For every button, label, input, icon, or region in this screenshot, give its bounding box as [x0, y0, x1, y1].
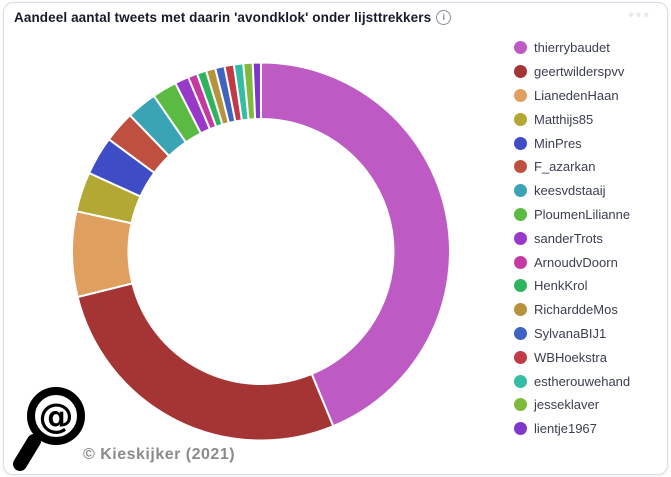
magnifier-handle: [13, 434, 41, 471]
legend-swatch: [514, 350, 527, 364]
legend-label: lientje1967: [534, 421, 597, 437]
legend-item-thierrybaudet[interactable]: thierrybaudet: [514, 36, 664, 60]
source-credit: © Kieskijker (2021): [83, 446, 236, 463]
legend-item-HenkKrol[interactable]: HenkKrol: [514, 274, 664, 298]
legend-label: jesseklaver: [534, 397, 600, 413]
legend-swatch: [514, 231, 527, 245]
legend-item-keesvdstaaij[interactable]: keesvdstaaij: [514, 179, 664, 203]
legend-item-PloumenLilianne[interactable]: PloumenLilianne: [514, 203, 664, 227]
legend-item-LianedenHaan[interactable]: LianedenHaan: [514, 84, 664, 108]
legend-label: sanderTrots: [534, 230, 603, 246]
legend-item-sanderTrots[interactable]: sanderTrots: [514, 226, 664, 250]
at-symbol-icon: @: [39, 397, 74, 437]
legend-item-geertwilderspvv[interactable]: geertwilderspvv: [514, 60, 664, 84]
legend-item-RicharddeMos[interactable]: RicharddeMos: [514, 298, 664, 322]
legend-label: SylvanaBIJ1: [534, 325, 607, 341]
legend-item-Matthijs85[interactable]: Matthijs85: [514, 107, 664, 131]
legend-label: WBHoekstra: [534, 349, 607, 365]
legend-swatch: [514, 398, 527, 412]
chart-card: Aandeel aantal tweets met daarin 'avondk…: [3, 2, 668, 475]
magnifier-ring: [27, 387, 85, 445]
legend-label: keesvdstaaij: [534, 183, 606, 199]
donut-slice-geertwilderspvv[interactable]: [76, 282, 335, 442]
legend-label: ArnoudvDoorn: [534, 254, 618, 270]
legend-swatch: [514, 184, 527, 198]
legend-label: thierrybaudet: [534, 40, 610, 56]
legend-item-ArnoudvDoorn[interactable]: ArnoudvDoorn: [514, 250, 664, 274]
legend-item-jesseklaver[interactable]: jesseklaver: [514, 393, 664, 417]
legend: thierrybaudet geertwilderspvv LianedenHaan…: [514, 36, 664, 441]
legend-label: RicharddeMos: [534, 302, 618, 318]
legend-label: MinPres: [534, 135, 582, 151]
donut-slice-LianedenHaan[interactable]: [71, 209, 134, 299]
legend-swatch: [514, 160, 527, 174]
legend-swatch: [514, 88, 527, 102]
donut-slice-lientje1967[interactable]: [251, 61, 262, 121]
legend-item-estherouwehand[interactable]: estherouwehand: [514, 369, 664, 393]
legend-label: F_azarkan: [534, 159, 596, 175]
chart-title: Aandeel aantal tweets met daarin 'avondk…: [14, 10, 432, 25]
donut-slice-thierrybaudet[interactable]: [260, 61, 451, 428]
donut-chart: [71, 61, 451, 442]
legend-swatch: [514, 41, 527, 55]
legend-item-F_azarkan[interactable]: F_azarkan: [514, 155, 664, 179]
info-icon[interactable]: i: [436, 10, 452, 25]
legend-swatch: [514, 422, 527, 436]
legend-swatch: [514, 65, 527, 79]
legend-item-SylvanaBIJ1[interactable]: SylvanaBIJ1: [514, 322, 664, 346]
chart-header: Aandeel aantal tweets met daarin 'avondk…: [14, 10, 452, 25]
legend-label: HenkKrol: [534, 278, 588, 294]
menu-ellipsis-icon[interactable]: •••: [628, 7, 651, 24]
legend-item-MinPres[interactable]: MinPres: [514, 131, 664, 155]
magnifier-at-logo: @: [13, 387, 85, 471]
legend-label: LianedenHaan: [534, 87, 619, 103]
legend-swatch: [514, 279, 527, 293]
legend-label: geertwilderspvv: [534, 64, 625, 80]
legend-swatch: [514, 374, 527, 388]
legend-swatch: [514, 207, 527, 221]
legend-swatch: [514, 136, 527, 150]
legend-item-WBHoekstra[interactable]: WBHoekstra: [514, 345, 664, 369]
legend-swatch: [514, 255, 527, 269]
legend-label: estherouwehand: [534, 373, 631, 389]
legend-item-lientje1967[interactable]: lientje1967: [514, 417, 664, 441]
legend-label: PloumenLilianne: [534, 206, 631, 222]
legend-swatch: [514, 326, 527, 340]
legend-label: Matthijs85: [534, 111, 594, 127]
legend-swatch: [514, 112, 527, 126]
legend-swatch: [514, 303, 527, 317]
